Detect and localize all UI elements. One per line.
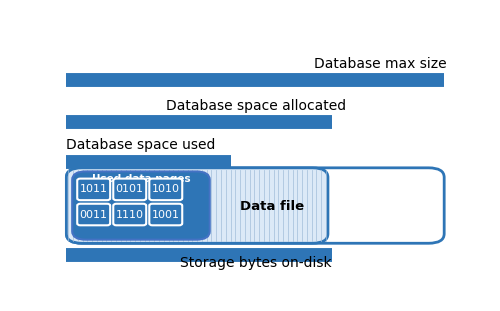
- FancyBboxPatch shape: [150, 179, 182, 200]
- Text: Database max size: Database max size: [314, 57, 446, 71]
- Text: 1011: 1011: [80, 184, 108, 194]
- Text: Data file: Data file: [240, 200, 304, 213]
- Text: Database space allocated: Database space allocated: [166, 99, 346, 113]
- FancyBboxPatch shape: [66, 168, 444, 243]
- FancyBboxPatch shape: [77, 204, 110, 225]
- Text: 1010: 1010: [152, 184, 180, 194]
- FancyBboxPatch shape: [66, 168, 328, 243]
- Text: 1001: 1001: [152, 210, 180, 220]
- FancyBboxPatch shape: [150, 204, 182, 225]
- FancyBboxPatch shape: [77, 179, 110, 200]
- Text: Storage bytes on-disk: Storage bytes on-disk: [180, 257, 332, 271]
- Text: 1110: 1110: [116, 210, 143, 220]
- Text: Used data pages: Used data pages: [92, 174, 190, 183]
- Text: 0011: 0011: [80, 210, 108, 220]
- FancyBboxPatch shape: [114, 204, 146, 225]
- Text: Database space used: Database space used: [66, 138, 216, 152]
- FancyBboxPatch shape: [114, 179, 146, 200]
- FancyBboxPatch shape: [72, 171, 210, 240]
- Text: 0101: 0101: [116, 184, 143, 194]
